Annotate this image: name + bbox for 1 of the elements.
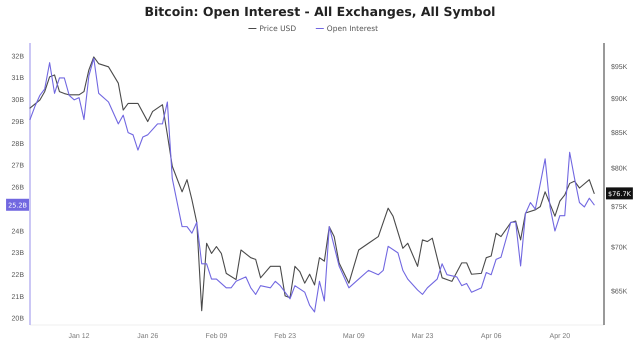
chart-title: Bitcoin: Open Interest - All Exchanges, All Symbol bbox=[144, 4, 496, 19]
